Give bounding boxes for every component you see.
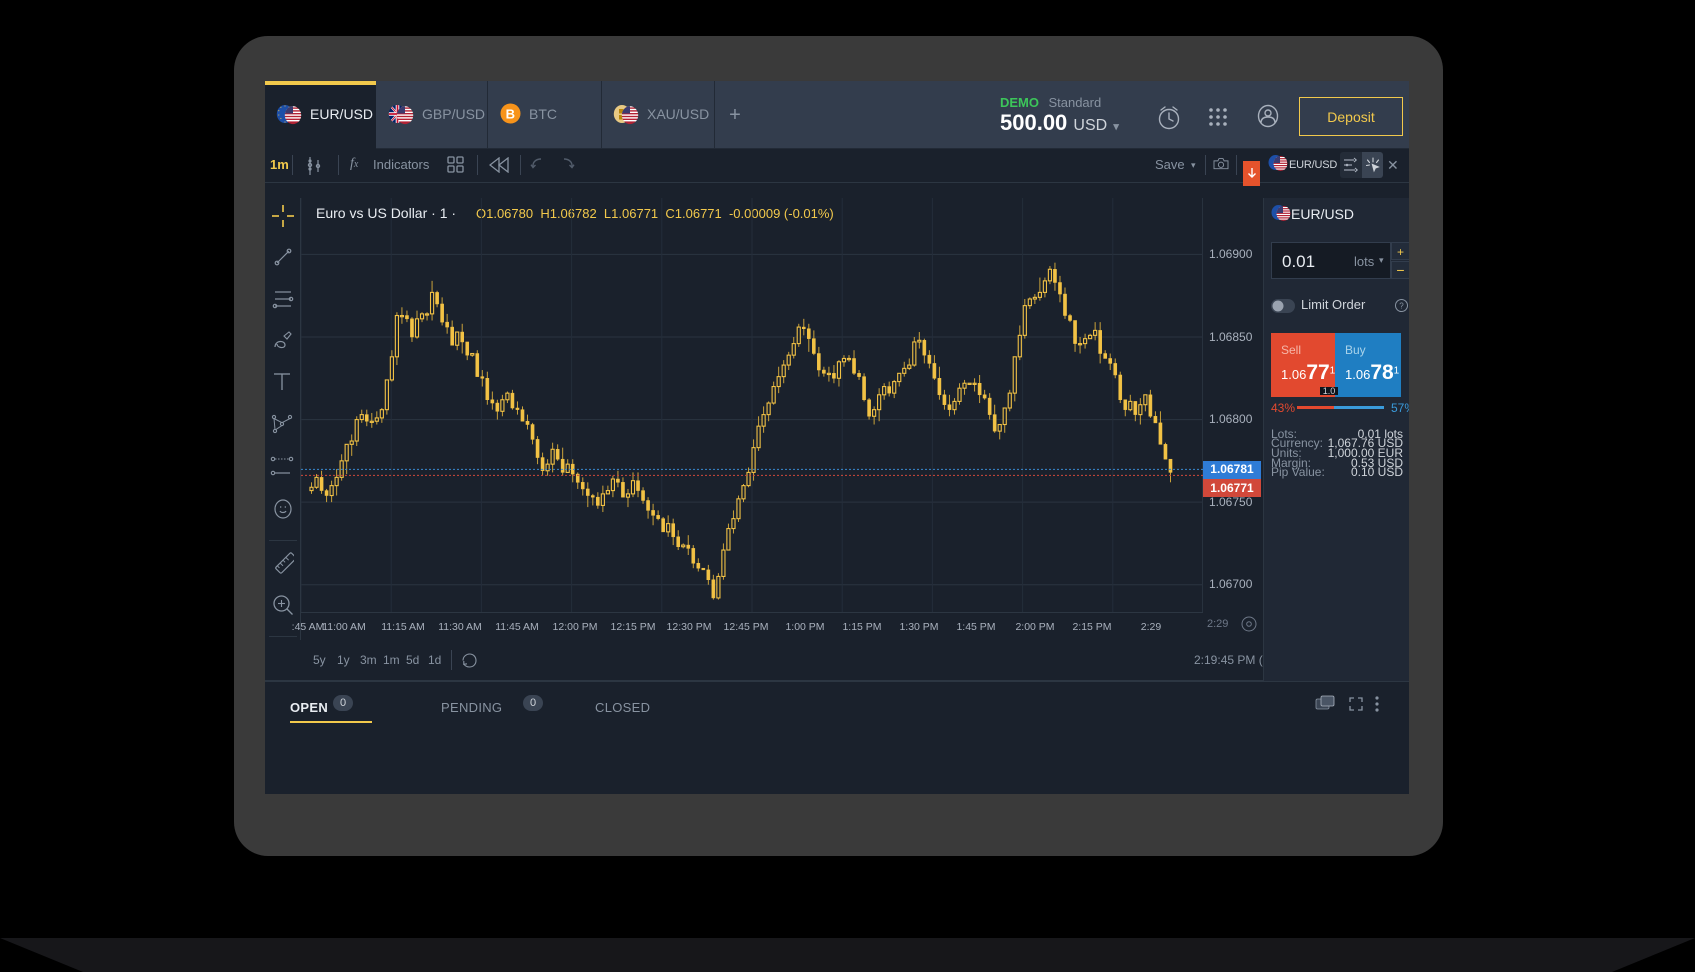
svg-text:?: ? <box>1399 302 1404 311</box>
svg-text:B: B <box>506 107 515 122</box>
